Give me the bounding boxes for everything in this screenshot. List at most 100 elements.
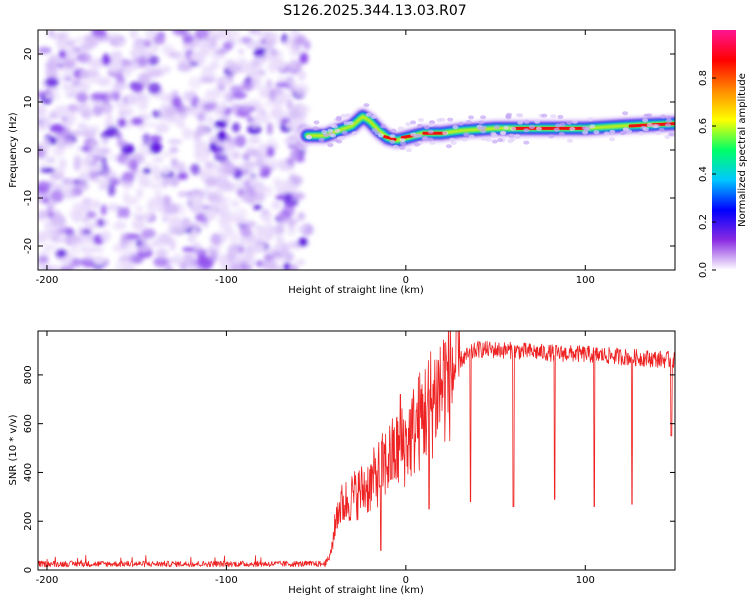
speckle-blob: [100, 230, 111, 242]
speckle-blob: [167, 139, 183, 145]
speckle-blob: [115, 100, 126, 110]
speckle-blob: [152, 35, 166, 45]
speckle-blob: [38, 181, 51, 194]
speckle-blob: [82, 197, 93, 204]
y-tick-label: 800: [23, 365, 34, 384]
speckle-blob: [230, 150, 241, 160]
speckle-blob: [182, 127, 194, 140]
x-tick-label: 100: [576, 275, 595, 286]
speckle-blob: [64, 186, 71, 199]
ridge-halo: [414, 142, 420, 147]
speckle-blob: [198, 49, 207, 59]
speckle-blob: [206, 115, 214, 126]
speckle-blob: [162, 165, 169, 175]
ridge-halo: [418, 118, 424, 122]
speckle-blob: [265, 217, 272, 226]
ridge-halo: [658, 127, 665, 132]
speckle-blob: [148, 55, 160, 66]
colorbar-tick-label: 0.2: [698, 214, 709, 230]
speckle-blob: [234, 111, 250, 117]
snr-x-label: Height of straight line (km): [288, 585, 424, 596]
speckle-blob: [298, 237, 308, 247]
ridge-halo: [327, 128, 334, 133]
ridge-halo: [485, 137, 492, 142]
speckle-blob: [169, 146, 179, 154]
speckle-blob: [107, 183, 116, 197]
speckle-blob: [153, 256, 169, 268]
y-tick-label: -10: [23, 190, 34, 206]
ridge-halo: [427, 137, 434, 142]
speckle-blob: [135, 205, 144, 213]
ridge-halo: [442, 131, 449, 136]
speckle-blob: [189, 195, 204, 208]
speckle-blob: [149, 196, 165, 206]
speckle-blob: [42, 197, 50, 204]
figure-title: S126.2025.344.13.03.R07: [283, 3, 466, 19]
ridge-halo: [445, 144, 452, 149]
ridge-halo: [559, 122, 566, 127]
speckle-blob: [75, 54, 86, 61]
speckle-blob: [214, 120, 228, 129]
speckle-noise: [38, 30, 314, 270]
speckle-blob: [212, 200, 221, 207]
speckle-blob: [51, 33, 65, 41]
speckle-blob: [146, 182, 162, 189]
ridge-halo: [400, 141, 406, 146]
speckle-blob: [58, 49, 67, 60]
speckle-blob: [72, 209, 84, 219]
speckle-blob: [253, 47, 268, 58]
ridge-halo: [491, 139, 498, 144]
ridge-halo: [582, 130, 589, 135]
speckle-blob: [294, 36, 305, 46]
ridge-halo: [330, 133, 336, 138]
speckle-blob: [132, 43, 147, 50]
speckle-blob: [215, 49, 227, 55]
speckle-blob: [89, 160, 99, 167]
speckle-blob: [209, 60, 220, 70]
speckle-blob: [266, 185, 273, 197]
speckle-blob: [85, 223, 100, 229]
ridge-halo: [480, 115, 487, 120]
ridge-halo: [548, 134, 555, 139]
ridge-halo: [351, 131, 358, 136]
speckle-blob: [239, 225, 252, 238]
speckle-blob: [101, 170, 118, 180]
speckle-blob: [172, 52, 189, 62]
speckle-blob: [132, 213, 141, 220]
speckle-blob: [181, 217, 191, 230]
speckle-blob: [45, 156, 56, 164]
ridge-halo: [550, 114, 557, 119]
y-tick-label: 0: [23, 147, 34, 153]
speckle-blob: [131, 219, 146, 231]
speckle-blob: [234, 208, 248, 219]
speckle-blob: [259, 235, 268, 248]
speckle-blob: [101, 135, 109, 146]
x-tick-label: -200: [36, 275, 59, 286]
ridge-halo: [535, 126, 542, 131]
snr-y-label: SNR (10 * v/v): [8, 414, 19, 485]
speckle-blob: [254, 186, 269, 194]
speckle-blob: [190, 107, 198, 117]
ridge-halo: [449, 137, 456, 142]
speckle-blob: [149, 135, 162, 143]
speckle-blob: [288, 108, 302, 120]
speckle-blob: [84, 158, 91, 165]
ridge-halo: [491, 133, 498, 138]
speckle-blob: [49, 123, 65, 133]
speckle-blob: [40, 167, 55, 173]
speckle-blob: [90, 246, 105, 253]
speckle-blob: [161, 212, 170, 221]
speckle-blob: [297, 212, 306, 221]
ridge-halo: [390, 128, 397, 133]
speckle-blob: [118, 109, 128, 117]
speckle-blob: [173, 252, 182, 263]
speckle-blob: [73, 154, 82, 167]
ridge-halo: [478, 120, 485, 125]
speckle-blob: [271, 143, 279, 150]
speckle-blob: [116, 258, 130, 268]
speckle-blob: [200, 188, 212, 195]
speckle-blob: [270, 57, 286, 71]
colorbar-tick-label: 0.4: [698, 166, 709, 182]
y-tick-label: -20: [23, 238, 34, 254]
